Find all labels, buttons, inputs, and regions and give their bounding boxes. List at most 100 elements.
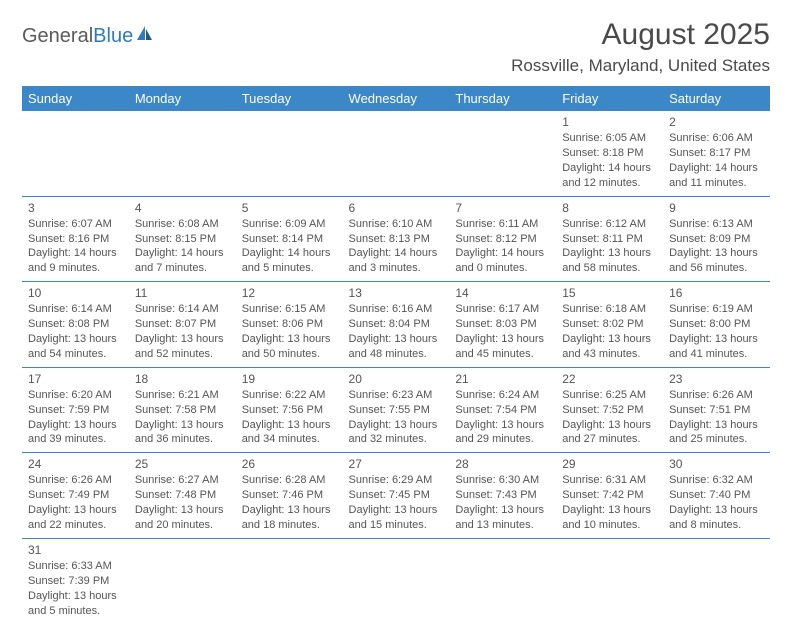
sunset-text: Sunset: 7:54 PM: [455, 403, 550, 418]
daylight-text: Daylight: 13 hours: [669, 418, 764, 433]
calendar-day: 22Sunrise: 6:25 AMSunset: 7:52 PMDayligh…: [556, 367, 663, 453]
day-number: 18: [135, 371, 230, 387]
sunset-text: Sunset: 7:46 PM: [242, 488, 337, 503]
day-number: 21: [455, 371, 550, 387]
sunrise-text: Sunrise: 6:18 AM: [562, 302, 657, 317]
sunrise-text: Sunrise: 6:12 AM: [562, 217, 657, 232]
daylight-text: and 58 minutes.: [562, 261, 657, 276]
month-title: August 2025: [511, 18, 770, 52]
daylight-text: and 54 minutes.: [28, 347, 123, 362]
sunrise-text: Sunrise: 6:07 AM: [28, 217, 123, 232]
calendar-day: 6Sunrise: 6:10 AMSunset: 8:13 PMDaylight…: [343, 196, 450, 282]
daylight-text: Daylight: 13 hours: [349, 332, 444, 347]
daylight-text: and 20 minutes.: [135, 518, 230, 533]
sunset-text: Sunset: 7:52 PM: [562, 403, 657, 418]
sunset-text: Sunset: 8:09 PM: [669, 232, 764, 247]
day-number: 24: [28, 456, 123, 472]
sunrise-text: Sunrise: 6:28 AM: [242, 473, 337, 488]
daylight-text: and 29 minutes.: [455, 432, 550, 447]
calendar-day: 8Sunrise: 6:12 AMSunset: 8:11 PMDaylight…: [556, 196, 663, 282]
sunrise-text: Sunrise: 6:23 AM: [349, 388, 444, 403]
calendar-empty: [129, 111, 236, 196]
day-number: 30: [669, 456, 764, 472]
sunset-text: Sunset: 7:45 PM: [349, 488, 444, 503]
sunrise-text: Sunrise: 6:32 AM: [669, 473, 764, 488]
sunrise-text: Sunrise: 6:31 AM: [562, 473, 657, 488]
day-number: 3: [28, 200, 123, 216]
daylight-text: Daylight: 13 hours: [28, 332, 123, 347]
day-number: 9: [669, 200, 764, 216]
calendar-body: 1Sunrise: 6:05 AMSunset: 8:18 PMDaylight…: [22, 111, 770, 623]
calendar-day: 1Sunrise: 6:05 AMSunset: 8:18 PMDaylight…: [556, 111, 663, 196]
logo-text-primary: General: [22, 25, 93, 48]
daylight-text: and 50 minutes.: [242, 347, 337, 362]
sunrise-text: Sunrise: 6:27 AM: [135, 473, 230, 488]
calendar-day: 27Sunrise: 6:29 AMSunset: 7:45 PMDayligh…: [343, 453, 450, 539]
sunset-text: Sunset: 7:49 PM: [28, 488, 123, 503]
daylight-text: and 41 minutes.: [669, 347, 764, 362]
calendar-day: 28Sunrise: 6:30 AMSunset: 7:43 PMDayligh…: [449, 453, 556, 539]
calendar-day: 3Sunrise: 6:07 AMSunset: 8:16 PMDaylight…: [22, 196, 129, 282]
day-number: 31: [28, 542, 123, 558]
daylight-text: Daylight: 14 hours: [349, 246, 444, 261]
sunset-text: Sunset: 8:12 PM: [455, 232, 550, 247]
logo: GeneralBlue: [22, 24, 155, 48]
calendar-day: 16Sunrise: 6:19 AMSunset: 8:00 PMDayligh…: [663, 282, 770, 368]
day-header: Wednesday: [343, 86, 450, 111]
calendar-table: SundayMondayTuesdayWednesdayThursdayFrid…: [22, 86, 770, 623]
calendar-day: 17Sunrise: 6:20 AMSunset: 7:59 PMDayligh…: [22, 367, 129, 453]
daylight-text: Daylight: 13 hours: [669, 503, 764, 518]
day-number: 5: [242, 200, 337, 216]
daylight-text: Daylight: 13 hours: [669, 246, 764, 261]
calendar-day: 2Sunrise: 6:06 AMSunset: 8:17 PMDaylight…: [663, 111, 770, 196]
sunset-text: Sunset: 7:42 PM: [562, 488, 657, 503]
daylight-text: Daylight: 13 hours: [562, 503, 657, 518]
sunrise-text: Sunrise: 6:33 AM: [28, 559, 123, 574]
sunrise-text: Sunrise: 6:24 AM: [455, 388, 550, 403]
daylight-text: Daylight: 13 hours: [562, 246, 657, 261]
calendar-day: 11Sunrise: 6:14 AMSunset: 8:07 PMDayligh…: [129, 282, 236, 368]
daylight-text: Daylight: 14 hours: [242, 246, 337, 261]
sunset-text: Sunset: 7:43 PM: [455, 488, 550, 503]
daylight-text: and 45 minutes.: [455, 347, 550, 362]
calendar-day: 4Sunrise: 6:08 AMSunset: 8:15 PMDaylight…: [129, 196, 236, 282]
calendar-empty: [556, 538, 663, 623]
daylight-text: Daylight: 13 hours: [242, 503, 337, 518]
daylight-text: and 56 minutes.: [669, 261, 764, 276]
sunrise-text: Sunrise: 6:09 AM: [242, 217, 337, 232]
calendar-day: 23Sunrise: 6:26 AMSunset: 7:51 PMDayligh…: [663, 367, 770, 453]
sunrise-text: Sunrise: 6:14 AM: [135, 302, 230, 317]
calendar-empty: [663, 538, 770, 623]
daylight-text: Daylight: 14 hours: [135, 246, 230, 261]
daylight-text: Daylight: 13 hours: [242, 418, 337, 433]
calendar-day: 9Sunrise: 6:13 AMSunset: 8:09 PMDaylight…: [663, 196, 770, 282]
day-number: 13: [349, 285, 444, 301]
calendar-week: 10Sunrise: 6:14 AMSunset: 8:08 PMDayligh…: [22, 282, 770, 368]
sunset-text: Sunset: 8:02 PM: [562, 317, 657, 332]
calendar-day: 10Sunrise: 6:14 AMSunset: 8:08 PMDayligh…: [22, 282, 129, 368]
daylight-text: Daylight: 13 hours: [135, 418, 230, 433]
calendar-empty: [449, 538, 556, 623]
day-header-row: SundayMondayTuesdayWednesdayThursdayFrid…: [22, 86, 770, 111]
daylight-text: Daylight: 13 hours: [562, 332, 657, 347]
sunset-text: Sunset: 8:11 PM: [562, 232, 657, 247]
sunset-text: Sunset: 7:40 PM: [669, 488, 764, 503]
daylight-text: Daylight: 13 hours: [28, 589, 123, 604]
daylight-text: and 27 minutes.: [562, 432, 657, 447]
day-number: 23: [669, 371, 764, 387]
sunset-text: Sunset: 8:00 PM: [669, 317, 764, 332]
day-number: 11: [135, 285, 230, 301]
daylight-text: and 12 minutes.: [562, 176, 657, 191]
daylight-text: Daylight: 13 hours: [135, 332, 230, 347]
calendar-day: 30Sunrise: 6:32 AMSunset: 7:40 PMDayligh…: [663, 453, 770, 539]
daylight-text: and 5 minutes.: [28, 604, 123, 619]
daylight-text: and 18 minutes.: [242, 518, 337, 533]
sunrise-text: Sunrise: 6:26 AM: [669, 388, 764, 403]
sunset-text: Sunset: 8:13 PM: [349, 232, 444, 247]
calendar-week: 3Sunrise: 6:07 AMSunset: 8:16 PMDaylight…: [22, 196, 770, 282]
calendar-day: 31Sunrise: 6:33 AMSunset: 7:39 PMDayligh…: [22, 538, 129, 623]
calendar-empty: [236, 538, 343, 623]
sunrise-text: Sunrise: 6:17 AM: [455, 302, 550, 317]
header: GeneralBlue August 2025 Rossville, Maryl…: [22, 18, 770, 76]
daylight-text: and 32 minutes.: [349, 432, 444, 447]
